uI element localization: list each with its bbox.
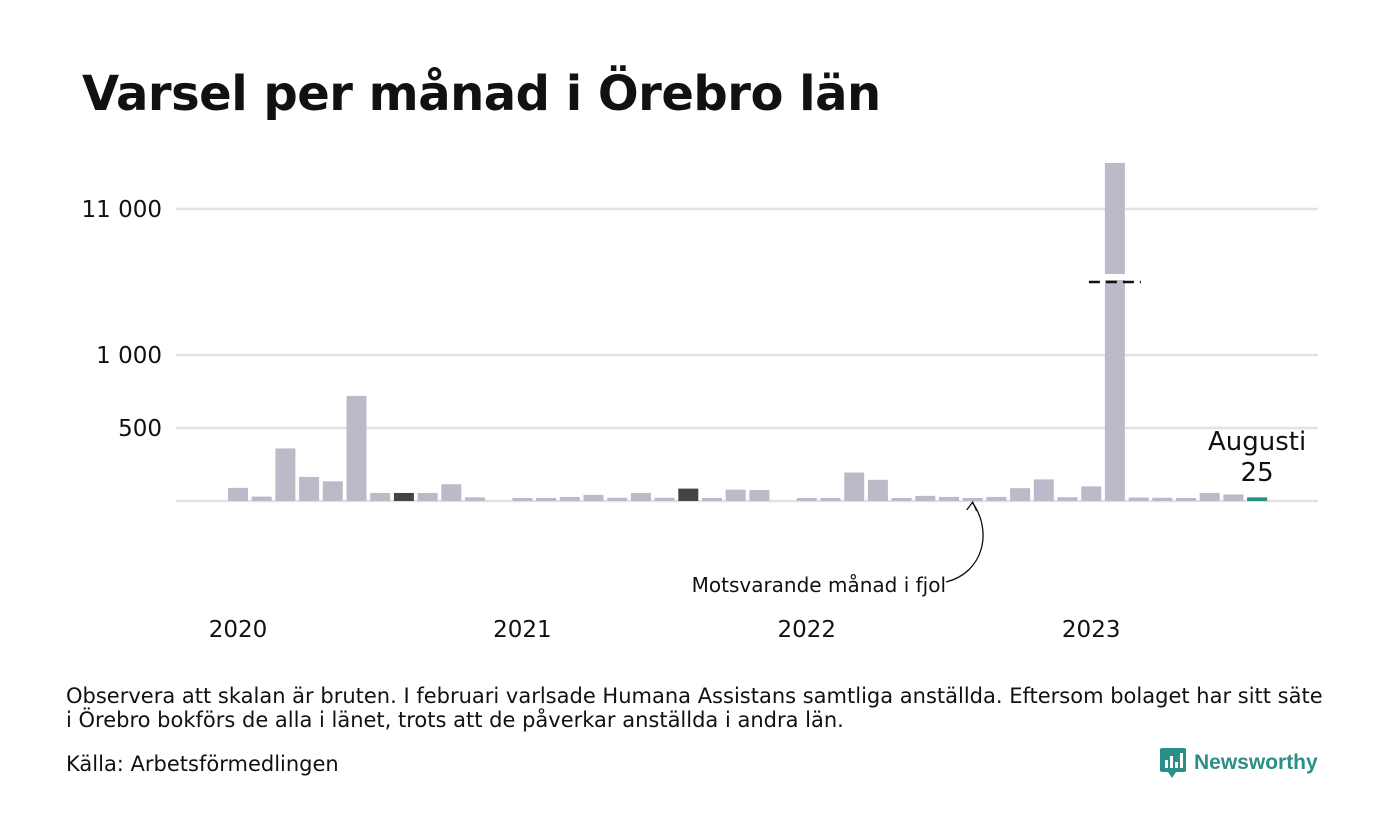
bar bbox=[1176, 498, 1196, 501]
x-year-label: 2021 bbox=[493, 617, 552, 643]
bar bbox=[725, 489, 746, 501]
bar bbox=[891, 498, 912, 501]
bar bbox=[1152, 497, 1173, 501]
bar bbox=[1081, 486, 1102, 501]
bar bbox=[939, 496, 959, 501]
bar bbox=[322, 481, 343, 501]
bar bbox=[820, 498, 841, 501]
scale-break-marker bbox=[1088, 274, 1141, 284]
annotation-text: Motsvarande månad i fjol bbox=[692, 573, 946, 597]
bar bbox=[915, 495, 936, 501]
bar bbox=[536, 498, 557, 501]
bar bbox=[986, 496, 1007, 501]
current-value-label: 25 bbox=[1241, 458, 1274, 488]
bar bbox=[702, 498, 722, 501]
bar bbox=[1104, 163, 1125, 501]
bars bbox=[228, 163, 1268, 501]
bar bbox=[251, 496, 272, 501]
bar bbox=[583, 494, 604, 501]
x-year-label: 2022 bbox=[778, 617, 837, 643]
annotation-arrow bbox=[945, 502, 984, 583]
bar bbox=[1247, 497, 1268, 501]
bar bbox=[1199, 492, 1220, 501]
bar bbox=[370, 492, 391, 501]
bar bbox=[796, 498, 817, 501]
x-year-label: 2023 bbox=[1062, 617, 1121, 643]
y-tick-label: 500 bbox=[118, 416, 162, 442]
bar bbox=[867, 479, 888, 501]
y-axis-ticks: 500 1 000 11 000 bbox=[82, 197, 162, 442]
bar bbox=[1057, 497, 1078, 501]
bar bbox=[1010, 488, 1031, 501]
newsworthy-chart-icon bbox=[1160, 748, 1186, 778]
bar bbox=[441, 484, 462, 501]
bar bbox=[417, 492, 438, 501]
bar bbox=[228, 487, 248, 501]
footnote: Observera att skalan är bruten. I februa… bbox=[66, 684, 1323, 732]
y-tick-label: 11 000 bbox=[82, 197, 162, 223]
bar bbox=[346, 395, 367, 501]
bar bbox=[844, 472, 865, 501]
x-year-label: 2020 bbox=[209, 617, 268, 643]
bar bbox=[275, 448, 296, 501]
bar bbox=[749, 490, 770, 501]
bar bbox=[1223, 494, 1244, 501]
brand-logo[interactable]: Newsworthy bbox=[1160, 748, 1318, 778]
bar bbox=[512, 498, 533, 501]
bar bbox=[1033, 479, 1054, 501]
bar bbox=[630, 492, 651, 501]
current-month-label: Augusti bbox=[1208, 427, 1306, 457]
bar bbox=[299, 476, 320, 501]
bar bbox=[465, 497, 485, 501]
x-axis-year-labels: 2020 2021 2022 2023 bbox=[209, 617, 1121, 643]
chart-title: Varsel per månad i Örebro län bbox=[82, 66, 881, 122]
y-tick-label: 1 000 bbox=[96, 343, 162, 369]
bar bbox=[393, 492, 414, 501]
source-credit: Källa: Arbetsförmedlingen bbox=[66, 752, 339, 776]
bar bbox=[607, 497, 628, 501]
bar bbox=[654, 497, 675, 501]
annotation-arrowhead bbox=[966, 500, 978, 512]
brand-name: Newsworthy bbox=[1194, 751, 1318, 774]
bar bbox=[962, 498, 983, 501]
bar bbox=[559, 496, 580, 501]
bar bbox=[1128, 497, 1149, 501]
break-gap bbox=[1102, 274, 1127, 280]
bar bbox=[678, 488, 699, 501]
